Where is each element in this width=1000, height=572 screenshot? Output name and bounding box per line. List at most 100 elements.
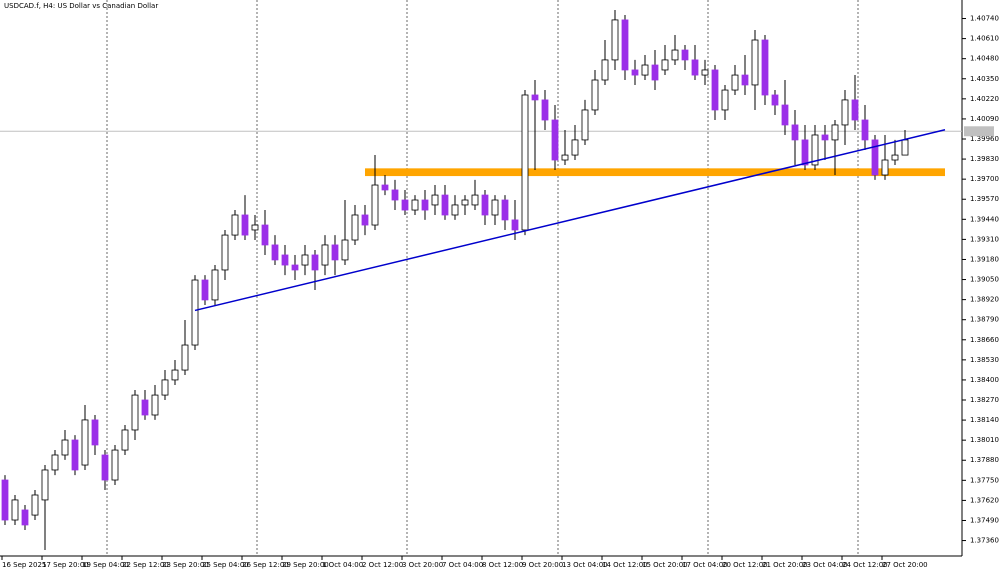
candle-body [451, 204, 459, 216]
candle-body [851, 99, 859, 121]
candle-body [871, 139, 879, 176]
candle-body [711, 69, 719, 111]
candle-body [461, 199, 469, 206]
y-tick-label: 1.37490 [970, 516, 999, 524]
candle-body [31, 494, 39, 516]
x-tick-label: 16 Sep 2025 [2, 561, 46, 569]
candle-body [271, 244, 279, 261]
candle-body [741, 74, 749, 86]
candle-body [51, 454, 59, 471]
y-tick-label: 1.38140 [970, 416, 999, 424]
candle-body [691, 59, 699, 76]
candle-body [831, 124, 839, 141]
x-tick-label: 17 Sep 20:00 [42, 561, 89, 569]
candle-body [141, 399, 149, 416]
candle-body [841, 99, 849, 126]
candle-body [471, 194, 479, 206]
candle-body [171, 369, 179, 381]
y-tick-label: 1.39960 [970, 135, 999, 143]
y-tick-label: 1.38920 [970, 296, 999, 304]
candle-body [881, 159, 889, 176]
candle-body [311, 254, 319, 271]
support-zone [365, 168, 945, 177]
candle-body [231, 214, 239, 236]
candle-body [611, 19, 619, 61]
x-tick-label: 24 Oct 12:00 [842, 561, 888, 569]
candle-body [131, 394, 139, 431]
candle-body [771, 94, 779, 106]
y-tick-label: 1.39050 [970, 276, 999, 284]
candle-body [511, 219, 519, 231]
candle-body [201, 279, 209, 301]
y-tick-label: 1.37750 [970, 476, 999, 484]
candle-body [261, 224, 269, 246]
candle-body [291, 264, 299, 271]
x-tick-label: 19 Sep 04:00 [82, 561, 129, 569]
candle-body [101, 454, 109, 481]
current-price-marker [964, 126, 994, 137]
y-tick-label: 1.39830 [970, 155, 999, 163]
x-tick-label: 2 Oct 12:00 [362, 561, 403, 569]
y-tick-label: 1.39570 [970, 195, 999, 203]
candle-body [781, 104, 789, 126]
y-tick-label: 1.40480 [970, 55, 999, 63]
candle-body [211, 269, 219, 301]
candle-body [811, 134, 819, 166]
candle-body [351, 214, 359, 241]
y-tick-label: 1.39440 [970, 215, 999, 223]
candle-body [371, 184, 379, 226]
candle-body [391, 189, 399, 201]
x-tick-label: 27 Oct 20:00 [882, 561, 928, 569]
y-tick-label: 1.38270 [970, 396, 999, 404]
x-tick-label: 3 Oct 20:00 [402, 561, 443, 569]
candle-body [81, 419, 89, 466]
y-tick-label: 1.38530 [970, 356, 999, 364]
candle-body [321, 244, 329, 266]
y-tick-label: 1.40740 [970, 15, 999, 23]
candle-body [191, 279, 199, 346]
x-tick-label: 7 Oct 04:00 [442, 561, 483, 569]
candle-body [641, 64, 649, 76]
x-tick-label: 20 Oct 12:00 [722, 561, 768, 569]
x-tick-label: 17 Oct 04:00 [682, 561, 728, 569]
y-tick-label: 1.40350 [970, 75, 999, 83]
candle-body [111, 449, 119, 481]
y-tick-label: 1.37360 [970, 537, 999, 545]
candle-body [801, 139, 809, 166]
candle-body [901, 139, 909, 156]
candle-body [751, 39, 759, 86]
candle-body [381, 184, 389, 191]
candle-body [521, 94, 529, 231]
candle-body [411, 199, 419, 211]
candle-body [221, 234, 229, 271]
candle-body [241, 214, 249, 236]
candle-body [551, 119, 559, 161]
candle-body [821, 134, 829, 141]
trendline [194, 129, 946, 312]
candle-body [681, 49, 689, 61]
x-tick-label: 23 Sep 20:00 [162, 561, 209, 569]
candle-body [331, 244, 339, 261]
candle-body [151, 394, 159, 416]
candle-body [531, 94, 539, 101]
candle-body [601, 59, 609, 81]
candle-body [631, 69, 639, 76]
x-tick-label: 9 Oct 20:00 [522, 561, 563, 569]
y-tick-label: 1.37880 [970, 456, 999, 464]
candle-body [71, 439, 79, 471]
y-tick-label: 1.40610 [970, 35, 999, 43]
candle-body [791, 124, 799, 141]
candle-body [561, 154, 569, 161]
candle-body [591, 79, 599, 111]
y-tick-label: 1.39180 [970, 255, 999, 263]
candle-body [861, 119, 869, 141]
candle-body [701, 69, 709, 76]
candle-body [721, 89, 729, 111]
x-tick-label: 22 Sep 12:00 [122, 561, 169, 569]
candle-body [11, 499, 19, 521]
candle-body [661, 59, 669, 71]
y-tick-label: 1.38660 [970, 336, 999, 344]
candle-body [121, 429, 129, 451]
candle-body [41, 469, 49, 501]
